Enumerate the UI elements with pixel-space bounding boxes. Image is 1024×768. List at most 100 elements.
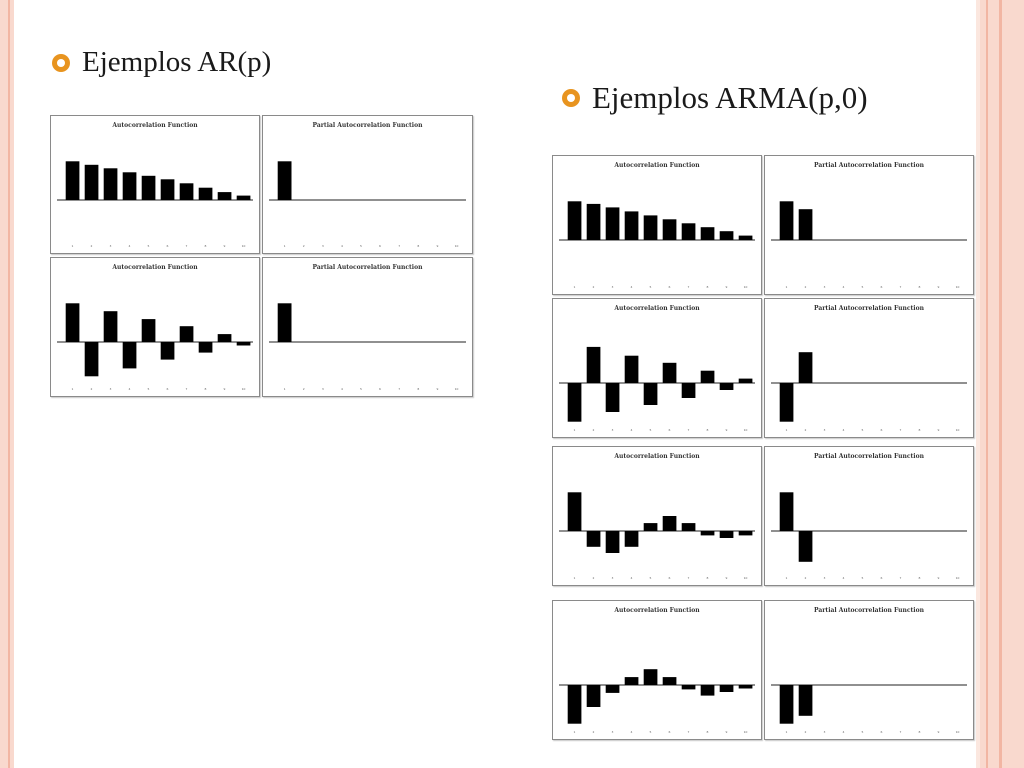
x-tick-label: 7 [900,730,902,734]
x-tick-label: 1 [786,285,788,289]
x-tick-label: 10 [956,730,960,734]
chart-bar [779,201,794,240]
chart-bar [779,383,794,422]
x-tick-label: 2 [593,428,595,432]
x-tick-label: 9 [224,387,226,391]
x-tick-label: 4 [631,285,633,289]
x-tick-label: 10 [956,428,960,432]
x-tick-label: 10 [744,428,748,432]
chart-panel: Autocorrelation Function 1 2 3 4 5 6 7 8 9 10 [552,600,762,740]
slide-frame-right-line [999,0,1002,768]
x-tick-label: 6 [669,428,671,432]
chart-svg: Autocorrelation Function 1 2 3 4 5 6 7 8 9 10 [57,264,253,391]
x-tick-label: 9 [726,285,728,289]
chart-bar [719,231,734,240]
chart-bar [179,326,194,342]
ring-bullet-icon [52,53,70,72]
chart-bar [277,303,292,342]
x-tick-label: 8 [707,285,709,289]
x-tick-label: 8 [417,387,419,391]
chart-bar [198,187,213,200]
chart-svg: Partial Autocorrelation Function 1 2 3 4 5 6 7 8… [771,453,967,580]
chart-bar [662,362,677,383]
x-tick-label: 4 [631,730,633,734]
chart-title: Partial Autocorrelation Function [814,162,925,169]
x-tick-label: 1 [786,730,788,734]
chart-title: Autocorrelation Function [613,162,700,169]
chart-bar [605,685,620,693]
chart-bar [700,370,715,383]
x-tick-label: 5 [360,387,362,391]
chart-bar [605,383,620,412]
chart-panel: Autocorrelation Function 1 2 3 4 5 6 7 8 9 10 [552,155,762,295]
x-tick-label: 4 [341,387,343,391]
x-tick-label: 3 [612,285,614,289]
chart-bar [586,203,601,240]
x-tick-label: 4 [631,428,633,432]
x-tick-label: 8 [707,730,709,734]
bullet-ar-examples: Ejemplos AR(p) [52,46,271,79]
x-tick-label: 10 [242,244,246,248]
x-tick-label: 3 [612,576,614,580]
chart-bar [65,303,80,342]
x-tick-label: 5 [862,285,864,289]
chart-bar [738,235,753,240]
x-tick-label: 3 [824,428,826,432]
x-tick-label: 6 [669,576,671,580]
chart-bar [798,531,813,562]
x-tick-label: 3 [824,285,826,289]
x-tick-label: 1 [284,387,286,391]
chart-bar [643,523,658,531]
chart-svg: Partial Autocorrelation Function 1 2 3 4 5 6 7 8… [269,264,466,391]
slide-frame-right-line [986,0,988,768]
chart-bar [605,207,620,240]
chart-bar [605,531,620,553]
x-tick-label: 5 [862,730,864,734]
x-tick-label: 1 [786,428,788,432]
chart-bar [662,516,677,531]
x-tick-label: 6 [881,730,883,734]
x-tick-label: 8 [919,576,921,580]
x-tick-label: 9 [436,387,438,391]
x-tick-label: 3 [612,730,614,734]
x-tick-label: 7 [688,730,690,734]
x-tick-label: 8 [205,387,207,391]
chart-bar [662,219,677,240]
x-tick-label: 2 [303,387,305,391]
slide-frame-left [0,0,14,768]
chart-title: Autocorrelation Function [613,305,700,312]
x-tick-label: 5 [148,387,150,391]
chart-bar [84,164,99,200]
chart-title: Partial Autocorrelation Function [814,607,925,614]
chart-bar [567,201,582,240]
chart-bar [719,685,734,692]
x-tick-label: 5 [650,428,652,432]
x-tick-label: 2 [91,387,93,391]
x-tick-label: 2 [805,428,807,432]
chart-bar [217,334,232,342]
chart-bar [700,685,715,696]
x-tick-label: 3 [824,730,826,734]
x-tick-label: 1 [72,387,74,391]
chart-bar [779,492,794,531]
x-tick-label: 2 [593,285,595,289]
x-tick-label: 9 [938,576,940,580]
x-tick-label: 1 [72,244,74,248]
x-tick-label: 5 [862,428,864,432]
x-tick-label: 1 [574,428,576,432]
chart-bar [567,492,582,531]
x-tick-label: 4 [843,576,845,580]
x-tick-label: 6 [881,576,883,580]
chart-bar [700,531,715,536]
x-tick-label: 2 [805,730,807,734]
x-tick-label: 8 [417,244,419,248]
chart-bar [65,161,80,200]
x-tick-label: 7 [186,387,188,391]
x-tick-label: 3 [322,387,324,391]
chart-bar [103,168,118,200]
chart-bar [681,523,696,531]
chart-bar [179,183,194,200]
chart-svg: Autocorrelation Function 1 2 3 4 5 6 7 8 9 10 [559,305,755,432]
x-tick-label: 7 [186,244,188,248]
x-tick-label: 7 [398,387,400,391]
